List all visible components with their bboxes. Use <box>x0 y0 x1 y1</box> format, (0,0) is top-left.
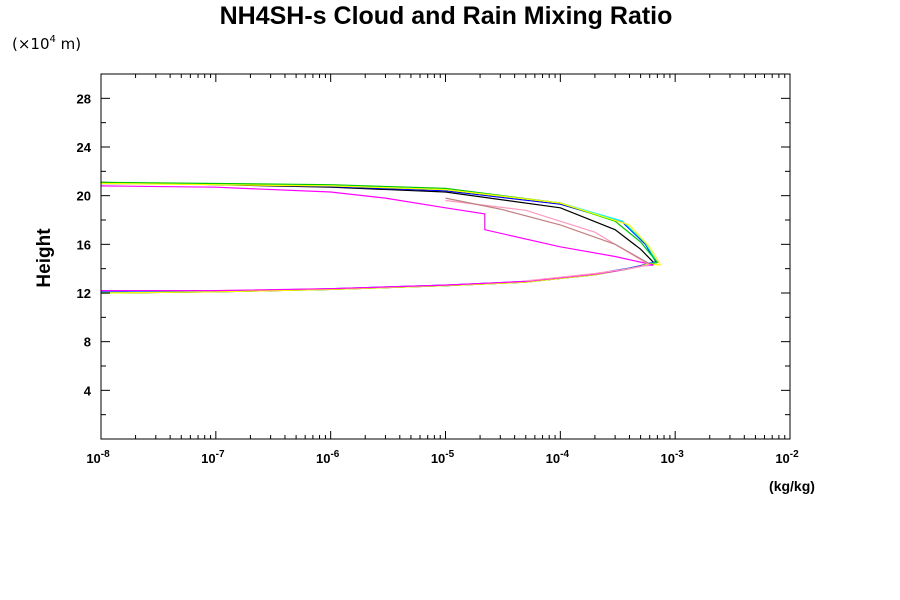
x-tick-exponent: -7 <box>216 449 225 460</box>
y-tick-label: 8 <box>84 335 91 350</box>
series-line-6 <box>100 185 654 292</box>
x-tick-label: 10-3 <box>660 449 684 466</box>
plot-frame <box>100 73 791 440</box>
x-tick-exponent: -2 <box>790 449 799 460</box>
x-tick-label: 10-4 <box>546 449 570 466</box>
series-line-8 <box>445 197 650 265</box>
x-tick-label: 10-2 <box>775 449 799 466</box>
x-tick-base: 10 <box>201 451 215 466</box>
x-tick-exponent: -5 <box>445 449 454 460</box>
x-tick-exponent: -4 <box>560 449 569 460</box>
series-line-7 <box>445 199 652 282</box>
x-tick-base: 10 <box>431 451 445 466</box>
x-tick-base: 10 <box>546 451 560 466</box>
x-tick-label: 10-6 <box>316 449 340 466</box>
y-axis-unit-suffix: m) <box>56 35 81 53</box>
x-tick-base: 10 <box>86 451 100 466</box>
chart-title: NH4SH-s Cloud and Rain Mixing Ratio <box>220 2 673 30</box>
y-tick-label: 12 <box>77 286 91 301</box>
y-axis-unit-exponent: 4 <box>50 34 56 45</box>
y-tick-label: 28 <box>77 91 91 106</box>
x-axis-label: (kg/kg) <box>769 478 815 494</box>
x-tick-label: 10-5 <box>431 449 455 466</box>
series-layer <box>100 181 662 294</box>
y-axis-label: Height <box>34 228 55 288</box>
y-tick-label: 24 <box>77 140 92 155</box>
axes-layer <box>100 73 791 440</box>
x-tick-label: 10-7 <box>201 449 225 466</box>
x-tick-exponent: -6 <box>330 449 339 460</box>
y-axis-unit-prefix: (×10 <box>12 35 50 53</box>
x-tick-base: 10 <box>316 451 330 466</box>
y-axis-unit: (×104 m) <box>12 34 81 53</box>
x-tick-exponent: -8 <box>101 449 110 460</box>
y-tick-label: 16 <box>77 237 91 252</box>
x-tick-label: 10-8 <box>86 449 110 466</box>
y-tick-label: 20 <box>77 189 91 204</box>
x-tick-exponent: -3 <box>675 449 684 460</box>
y-tick-label: 4 <box>84 383 92 398</box>
x-tick-base: 10 <box>775 451 789 466</box>
x-tick-base: 10 <box>660 451 674 466</box>
